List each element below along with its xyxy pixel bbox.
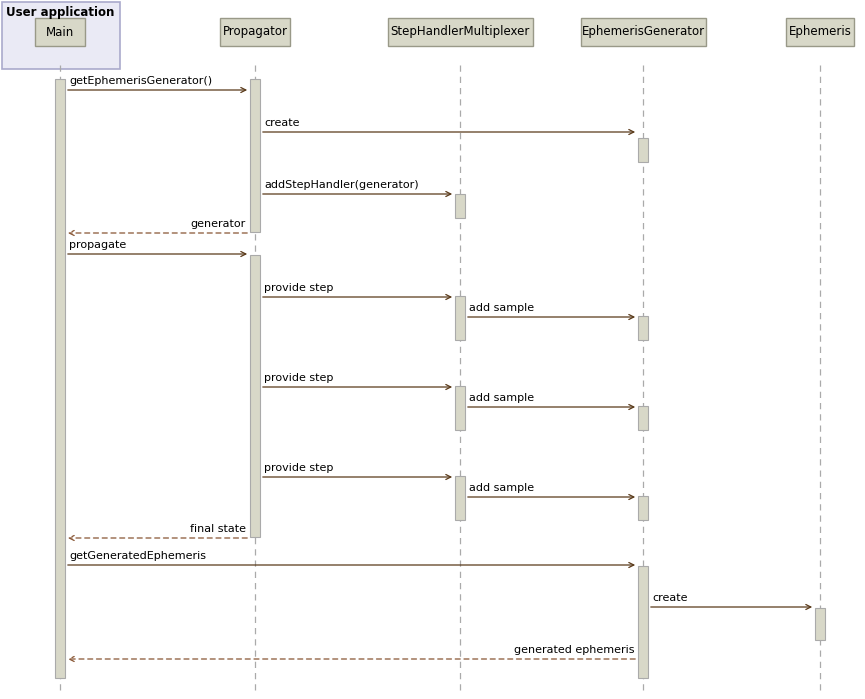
Bar	[786, 18, 854, 46]
Text: EphemerisGenerator: EphemerisGenerator	[581, 25, 705, 38]
Bar	[815, 608, 825, 640]
Bar	[35, 18, 85, 46]
Text: addStepHandler(generator): addStepHandler(generator)	[264, 180, 419, 190]
Text: getEphemerisGenerator(): getEphemerisGenerator()	[69, 76, 212, 86]
Text: Ephemeris: Ephemeris	[789, 25, 851, 38]
Text: User application: User application	[6, 6, 114, 19]
Text: getGeneratedEphemeris: getGeneratedEphemeris	[69, 551, 206, 561]
Text: add sample: add sample	[469, 303, 534, 313]
Bar	[580, 18, 706, 46]
Bar	[388, 18, 533, 46]
Bar	[638, 406, 648, 430]
Text: final state: final state	[190, 524, 246, 534]
Text: create: create	[652, 593, 688, 603]
Text: provide step: provide step	[264, 283, 333, 293]
Bar	[638, 566, 648, 678]
Text: Propagator: Propagator	[222, 25, 287, 38]
Bar	[455, 194, 465, 218]
Text: propagate: propagate	[69, 240, 126, 250]
Bar	[220, 18, 290, 46]
Text: generated ephemeris: generated ephemeris	[514, 645, 634, 655]
Text: Main: Main	[46, 25, 74, 38]
Bar	[55, 79, 65, 678]
Text: create: create	[264, 118, 299, 128]
Text: provide step: provide step	[264, 373, 333, 383]
Bar	[2, 2, 120, 69]
Text: provide step: provide step	[264, 463, 333, 473]
Bar	[638, 316, 648, 340]
Text: add sample: add sample	[469, 393, 534, 403]
Bar	[455, 386, 465, 430]
Text: generator: generator	[191, 219, 246, 229]
Text: StepHandlerMultiplexer: StepHandlerMultiplexer	[390, 25, 529, 38]
Bar	[455, 296, 465, 340]
Bar	[250, 79, 260, 232]
Text: add sample: add sample	[469, 483, 534, 493]
Bar	[638, 138, 648, 162]
Bar	[455, 476, 465, 520]
Bar	[250, 255, 260, 537]
Bar	[638, 496, 648, 520]
